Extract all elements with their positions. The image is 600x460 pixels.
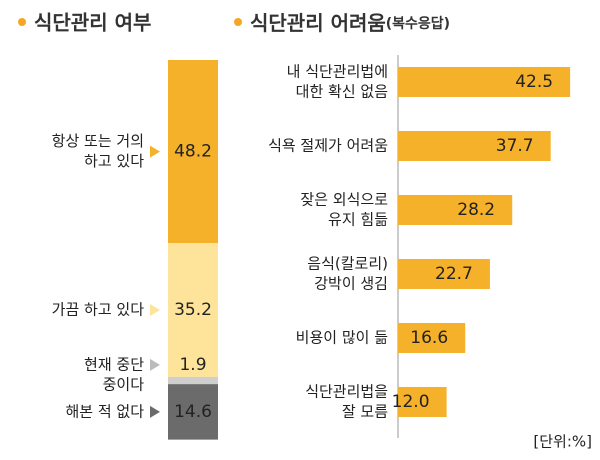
value-label: 48.2 (174, 142, 212, 162)
bar (398, 195, 513, 225)
bar-segment (168, 60, 218, 244)
category-label: 가끔 하고 있다 (52, 301, 145, 319)
value-label: 28.2 (457, 200, 495, 220)
category-label: 내 식단관리법에 (287, 63, 388, 81)
value-label: 37.7 (496, 136, 534, 156)
arrow (150, 304, 160, 317)
bar (398, 259, 490, 289)
bar (398, 67, 571, 97)
category-label: 식욕 절제가 어려움 (268, 137, 388, 155)
value-label: 14.6 (174, 402, 212, 422)
arrow (150, 405, 160, 418)
bar (398, 323, 466, 353)
title-bullet (234, 18, 242, 26)
bar (398, 387, 447, 417)
arrow (150, 358, 160, 371)
value-label: 12.0 (392, 392, 430, 412)
category-label: 해본 적 없다 (65, 402, 144, 420)
chart-title: 식단관리 어려움(복수응답) (250, 11, 450, 35)
category-label: 강박이 생김 (314, 275, 388, 293)
bar-segment (168, 243, 218, 377)
value-label: 1.9 (179, 355, 206, 375)
value-label: 42.5 (515, 72, 553, 92)
title-bullet (18, 18, 26, 26)
category-label: 잘 모름 (342, 403, 388, 421)
value-label: 16.6 (410, 328, 448, 348)
category-label: 현재 중단 (84, 355, 144, 373)
unit-note: [단위:%] (533, 433, 592, 451)
category-label: 비용이 많이 듦 (296, 329, 388, 347)
value-label: 35.2 (174, 300, 212, 320)
bar-segment (168, 384, 218, 440)
category-label: 식단관리법을 (305, 383, 388, 401)
bar (398, 131, 551, 161)
category-label: 대한 확신 없음 (296, 83, 388, 101)
category-label: 음식(칼로리) (307, 255, 388, 273)
arrow (150, 145, 160, 158)
category-label: 하고 있다 (84, 152, 144, 170)
category-label: 잦은 외식으로 (300, 191, 388, 209)
bar-segment (168, 376, 218, 385)
category-label: 중이다 (103, 375, 145, 393)
category-label: 항상 또는 거의 (52, 132, 144, 150)
subtitle: (복수응답) (386, 15, 450, 32)
value-label: 22.7 (435, 264, 473, 284)
title-main: 식단관리 어려움 (250, 11, 386, 35)
category-label: 유지 힘듦 (328, 211, 388, 229)
chart-title: 식단관리 여부 (34, 11, 151, 35)
